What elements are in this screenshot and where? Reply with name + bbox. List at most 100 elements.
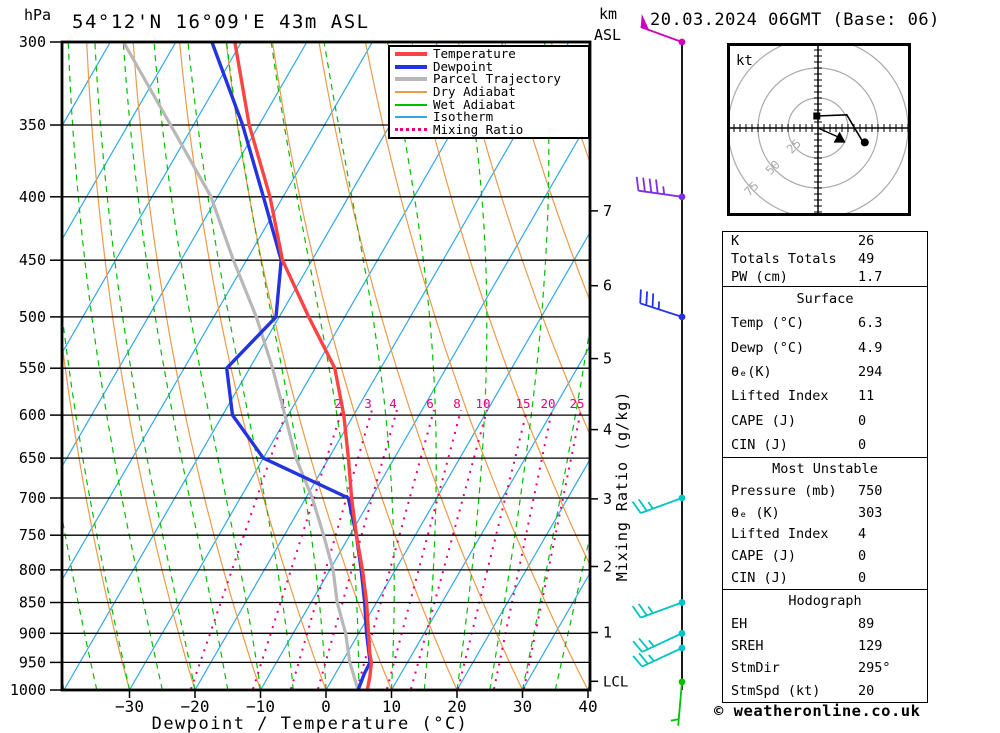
legend-label: Wet Adiabat	[433, 96, 516, 112]
mixing-ratio-value-label: 2	[334, 396, 342, 411]
table-row: Lifted Index 4	[723, 526, 927, 542]
wet-adiabat-line	[270, 42, 360, 690]
isotherm-line	[194, 42, 570, 690]
page-title: 54°12'N 16°09'E 43m ASL	[72, 11, 370, 33]
pressure-tick-label: 800	[19, 561, 46, 579]
pressure-tick-label: 600	[19, 406, 46, 424]
table-row-value: 89	[858, 615, 875, 632]
legend-item: Dry Adiabat	[390, 83, 588, 99]
mixing-ratio-line	[523, 409, 582, 690]
legend-swatch-parcel-trajectory	[395, 77, 427, 82]
legend-label: Isotherm	[433, 109, 494, 125]
wet-adiabat-line	[122, 42, 229, 690]
table-row-value: 295°	[858, 660, 891, 677]
table-header: Surface	[796, 291, 854, 308]
wet-adiabat-line	[521, 324, 590, 690]
wind-barb	[640, 14, 686, 46]
lcl-label: LCL	[603, 674, 628, 690]
table-row-value: 294	[858, 363, 883, 380]
dry-adiabat-line	[318, 42, 524, 690]
isotherm-line	[62, 42, 111, 128]
legend-label: Dry Adiabat	[433, 83, 516, 99]
table-row: StmDir 295°	[723, 660, 927, 676]
wet-adiabat-line	[554, 533, 590, 690]
temp-tick-label: −30	[115, 697, 144, 716]
table-row: Lifted Index 11	[723, 388, 927, 404]
hodograph-border	[727, 43, 911, 216]
pressure-tick-label: 700	[19, 489, 46, 507]
table-row: CIN (J) 0	[723, 437, 927, 453]
isotherm-line	[390, 344, 590, 690]
dry-adiabat-line	[271, 42, 458, 690]
parcel-trajectory-curve	[122, 42, 360, 690]
table-row-value: 4	[858, 526, 867, 543]
table-row: θₑ(K) 294	[723, 364, 927, 380]
table-row-value: 6.3	[858, 315, 883, 332]
temp-tick-label: −20	[181, 697, 210, 716]
wind-barb	[635, 176, 686, 201]
km-tick-label: 6	[603, 277, 612, 295]
dry-adiabat-line	[86, 42, 196, 690]
table-row-value: 49	[858, 251, 875, 267]
stats-table: K 26 Totals Totals 49 PW (cm) 1.7	[722, 231, 928, 287]
pressure-tick-label: 900	[19, 624, 46, 642]
temp-axis-title: Dewpoint / Temperature (°C)	[152, 714, 469, 733]
legend-item: Parcel Trajectory	[390, 73, 588, 85]
mixing-ratio-line	[386, 409, 462, 690]
table-row-value: 0	[858, 570, 867, 587]
wet-adiabat-line	[323, 42, 395, 690]
table-row-value: 0	[858, 548, 867, 565]
table-row-value: 303	[858, 504, 883, 521]
dry-adiabat-line	[411, 42, 590, 567]
dry-adiabat-line	[550, 42, 590, 165]
isotherm-line	[259, 117, 590, 690]
table-row-value: 4.9	[858, 339, 883, 356]
pressure-tick-label: 300	[19, 33, 46, 51]
temperature-curve	[233, 42, 374, 690]
table-row: EH 89	[723, 616, 927, 632]
legend-label: Dewpoint	[433, 58, 494, 74]
dry-adiabat-line	[364, 42, 589, 690]
table-row-label: Pressure (mb)	[731, 482, 837, 499]
table-row: StmSpd (kt) 20	[723, 683, 927, 699]
isotherm-line	[62, 42, 242, 355]
table-row: SREH 129	[723, 638, 927, 654]
table-row-label: θₑ (K)	[731, 504, 780, 521]
km-tick-label: 1	[603, 624, 612, 642]
hodograph-storm-marker	[833, 131, 846, 143]
legend-label: Parcel Trajectory	[433, 71, 561, 87]
isotherm-line	[62, 42, 177, 241]
altitude-ref-label: ASL	[594, 26, 622, 44]
mixing-ratio-line	[410, 409, 488, 690]
hodograph-end-marker	[860, 138, 869, 147]
table-row-label: StmSpd (kt)	[731, 682, 821, 699]
pressure-unit-label: hPa	[24, 6, 52, 24]
mixing-ratio-value-label: 4	[389, 396, 397, 411]
stats-table: Hodograph EH 89 SREH 129 StmDir 295° StmSpd (kt…	[722, 589, 928, 703]
wind-barb	[632, 629, 686, 653]
mixing-ratio-value-label: 3	[364, 396, 372, 411]
table-header: Most Unstable	[772, 460, 878, 477]
dry-adiabat-line	[504, 42, 590, 303]
isotherm-line	[128, 42, 504, 690]
pressure-tick-label: 500	[19, 308, 46, 326]
dry-adiabat-line	[457, 42, 590, 437]
mixing-ratio-value-label: 6	[426, 396, 434, 411]
mixing-ratio-value-label: 8	[453, 396, 461, 411]
pressure-tick-label: 750	[19, 526, 46, 544]
table-row-value: 0	[858, 412, 867, 429]
temp-tick-label: 20	[447, 697, 466, 716]
table-row-value: 750	[858, 482, 883, 499]
stats-table: Surface Temp (°C) 6.3 Dewp (°C) 4.9 θₑ(K) 294 L…	[722, 286, 928, 458]
table-row-label: CIN (J)	[731, 570, 788, 587]
wet-adiabat-line	[489, 42, 550, 690]
table-header: Hodograph	[788, 593, 862, 610]
mixing-ratio-value-label: 10	[475, 396, 490, 411]
isotherm-line	[62, 42, 308, 468]
table-row-label: CAPE (J)	[731, 548, 797, 565]
hodograph-storm-vector	[817, 127, 840, 139]
isotherm-line	[325, 231, 590, 690]
isotherm-line	[456, 458, 590, 690]
legend-item: Temperature	[390, 48, 588, 60]
